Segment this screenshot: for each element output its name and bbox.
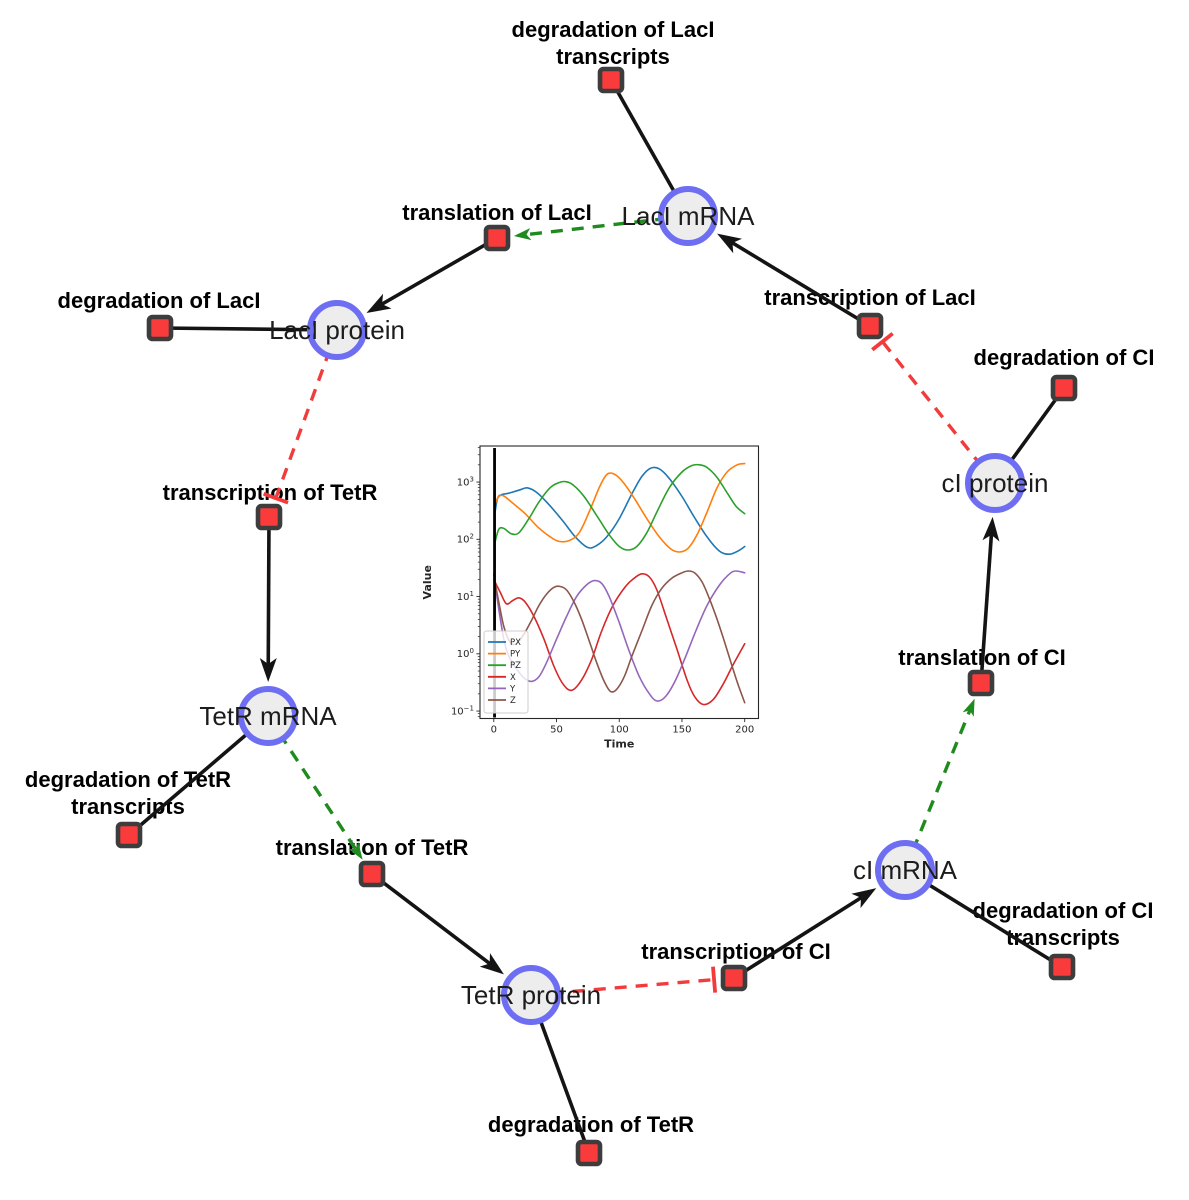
species-label-laci-protein: LacI protein	[269, 315, 405, 345]
edge-production-transcription-laci-laci-mrna	[728, 239, 871, 328]
reaction-labels-layer: degradation of LacItranscriptstranslatio…	[25, 17, 1155, 1137]
edge-modifier-tetr-mrna-translation-tetr-arrowhead-icon	[348, 842, 363, 860]
edge-inhibition-tetr-protein-transcription-ci-tee-icon	[711, 966, 718, 993]
series-line-py	[494, 462, 746, 553]
legend-label-z: Z	[510, 696, 516, 706]
edge-modifier-ci-mrna-translation-ci-arrowhead-icon	[962, 698, 975, 717]
reaction-label-deg-ci: degradation of CI	[974, 345, 1155, 370]
nodes-layer	[115, 66, 1078, 1167]
reaction-node-deg-laci-transcripts[interactable]	[597, 66, 625, 94]
species-labels-layer: LacI mRNA LacI protein cI protein TetR mRNA…	[199, 201, 1048, 1010]
reaction-node-translation-ci[interactable]	[967, 669, 995, 697]
species-node-laci-protein[interactable]	[307, 300, 367, 360]
series-line-pz	[494, 463, 746, 551]
species-label-tetr-protein: TetR protein	[461, 980, 601, 1010]
reaction-label-transcription-ci: transcription of CI	[641, 939, 830, 964]
edge-modifier-laci-mrna-translation-laci-arrowhead-icon	[513, 228, 532, 241]
reaction-node-transcription-laci[interactable]	[856, 312, 884, 340]
reaction-label-deg-tetr-transcripts-line2: transcripts	[71, 794, 185, 819]
legend-label-x: X	[510, 673, 516, 683]
y-tick-label: 101	[457, 590, 474, 603]
reaction-label-deg-tetr: degradation of TetR	[488, 1112, 694, 1137]
reaction-node-deg-laci[interactable]	[146, 314, 174, 342]
legend-box	[483, 630, 529, 714]
x-tick-label: 200	[735, 725, 754, 736]
edge-inhibition-ci-protein-transcription-laci-tee-icon	[871, 332, 894, 352]
series-line-y	[493, 570, 746, 702]
reaction-label-deg-laci-transcripts-line1: degradation of LacI	[512, 17, 715, 42]
edge-consumption-ci-mrna-deg-ci-transcripts	[904, 868, 1063, 969]
series-line-x	[493, 572, 746, 706]
edge-production-translation-laci-laci-protein-arrowhead-icon	[366, 293, 392, 314]
species-node-ci-protein[interactable]	[965, 453, 1025, 513]
species-node-tetr-mrna[interactable]	[238, 686, 298, 746]
series-line-px	[494, 466, 746, 556]
species-node-tetr-protein[interactable]	[501, 965, 561, 1025]
plot-frame	[479, 445, 760, 720]
edges-layer	[127, 79, 1066, 1154]
reaction-node-deg-tetr-transcripts[interactable]	[115, 821, 143, 849]
reaction-label-deg-ci-transcripts-line2: transcripts	[1006, 925, 1120, 950]
y-tick-label: 100	[457, 647, 474, 660]
x-tick-label: 100	[610, 725, 629, 736]
legend-label-pz: PZ	[510, 661, 521, 671]
species-node-ci-mrna[interactable]	[875, 840, 935, 900]
edge-consumption-tetr-mrna-deg-tetr-transcripts	[127, 714, 270, 837]
y-tick-label: 103	[457, 475, 474, 488]
reaction-node-deg-ci[interactable]	[1050, 374, 1078, 402]
edge-inhibition-laci-protein-transcription-tetr-tee-icon	[262, 491, 289, 505]
reaction-label-transcription-laci: transcription of LacI	[764, 285, 975, 310]
edge-production-translation-ci-ci-protein	[979, 530, 994, 684]
reaction-node-translation-tetr[interactable]	[358, 860, 386, 888]
species-label-ci-protein: cI protein	[942, 468, 1049, 498]
edge-production-transcription-tetr-tetr-mrna-arrowhead-icon	[259, 657, 277, 683]
reaction-node-deg-ci-transcripts[interactable]	[1048, 953, 1076, 981]
reaction-label-deg-tetr-transcripts-line1: degradation of TetR	[25, 767, 231, 792]
edge-production-translation-tetr-tetr-protein-arrowhead-icon	[479, 953, 504, 975]
x-tick-label: 150	[672, 725, 691, 736]
edge-production-translation-tetr-tetr-protein	[370, 872, 494, 968]
reaction-node-translation-laci[interactable]	[483, 224, 511, 252]
y-tick-label: 102	[457, 533, 474, 546]
y-axis-label: Value	[421, 565, 434, 599]
legend-label-py: PY	[510, 650, 521, 660]
edge-production-transcription-tetr-tetr-mrna	[266, 516, 271, 669]
chart-axes: 10−1 100 101 102 103 0 50 100 150 200 Time Value	[421, 447, 754, 751]
chart-series	[493, 448, 746, 718]
edge-production-translation-ci-ci-protein-arrowhead-icon	[982, 516, 1000, 542]
reaction-label-translation-tetr: translation of TetR	[276, 835, 469, 860]
legend-label-px: PX	[510, 638, 521, 648]
x-tick-label: 0	[491, 725, 497, 736]
edge-inhibition-tetr-protein-transcription-ci	[530, 977, 715, 997]
species-label-tetr-mrna: TetR mRNA	[199, 701, 337, 731]
legend-label-y: Y	[509, 684, 516, 694]
edge-production-translation-laci-laci-protein	[377, 236, 498, 308]
species-label-laci-mrna: LacI mRNA	[622, 201, 756, 231]
y-tick-label: 10−1	[451, 704, 474, 717]
reaction-node-transcription-tetr[interactable]	[255, 503, 283, 531]
species-label-ci-mrna: cI mRNA	[853, 855, 958, 885]
reaction-label-transcription-tetr: transcription of TetR	[163, 480, 378, 505]
reaction-node-deg-tetr[interactable]	[575, 1139, 603, 1167]
x-tick-label: 50	[550, 725, 563, 736]
edge-production-transcription-laci-laci-mrna-arrowhead-icon	[717, 233, 743, 254]
x-axis-label: Time	[604, 738, 634, 751]
reaction-label-translation-laci: translation of LacI	[402, 200, 591, 225]
edge-production-transcription-ci-ci-mrna-arrowhead-icon	[851, 888, 877, 909]
edge-inhibition-ci-protein-transcription-laci	[881, 340, 997, 485]
species-node-laci-mrna[interactable]	[658, 186, 718, 246]
reaction-label-deg-ci-transcripts-line1: degradation of CI	[973, 898, 1154, 923]
reaction-label-deg-laci-transcripts-line2: transcripts	[556, 44, 670, 69]
reaction-label-deg-laci: degradation of LacI	[58, 288, 261, 313]
edge-production-transcription-ci-ci-mrna	[733, 894, 866, 980]
series-line-z	[493, 570, 746, 704]
reaction-node-transcription-ci[interactable]	[720, 964, 748, 992]
